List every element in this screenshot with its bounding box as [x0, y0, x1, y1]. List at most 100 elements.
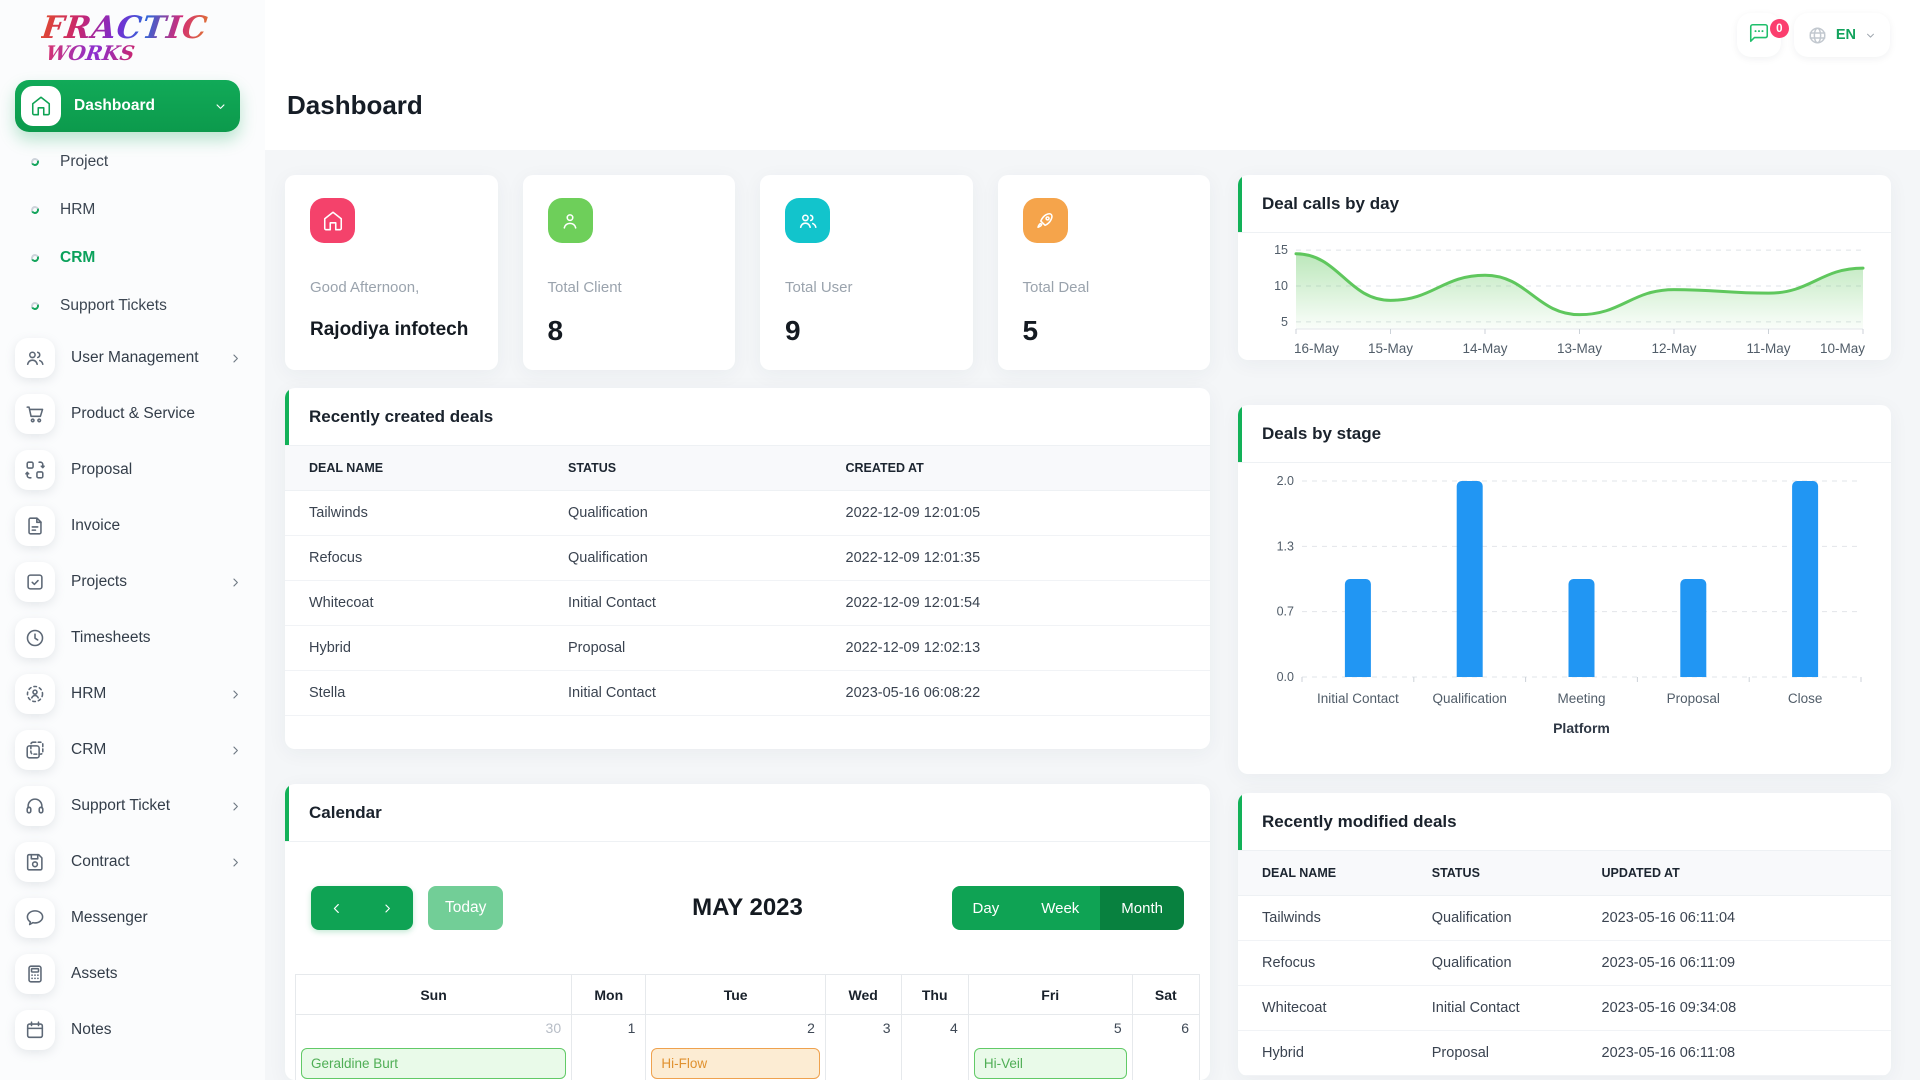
table-cell: Proposal — [1407, 1030, 1578, 1076]
table-row: Whitecoat Initial Contact 2022-12-09 12:01… — [285, 580, 1210, 626]
table-cell: Hybrid — [1238, 1030, 1408, 1076]
sidebar-item-label: Support Tickets — [60, 297, 167, 315]
chevron-right-icon — [228, 743, 243, 758]
calendar-prev-button[interactable] — [311, 886, 362, 930]
sidebar-item-proposal[interactable]: Proposal — [0, 442, 265, 498]
calendar-next-button[interactable] — [362, 886, 413, 930]
calendar-today-button[interactable]: Today — [428, 886, 504, 930]
weekday-header: Mon — [571, 974, 647, 1015]
column-header: DEAL NAME — [285, 446, 544, 491]
sidebar-item-dashboard[interactable]: Dashboard — [15, 80, 240, 133]
calendar-day-cell[interactable]: 3 — [824, 1014, 902, 1080]
calendar-event[interactable]: Geraldine Burt — [301, 1048, 567, 1079]
sidebar-item-user-management[interactable]: User Management — [0, 330, 265, 386]
table-row: Tailwinds Qualification 2023-05-16 06:11:0… — [1238, 895, 1891, 941]
calendar-day-cell[interactable]: 1 — [571, 1014, 647, 1080]
language-code: EN — [1835, 27, 1856, 43]
calendar-view-day-button[interactable]: Day — [951, 886, 1021, 930]
section-header: Calendar — [285, 784, 1210, 842]
sidebar-item-product-service[interactable]: Product & Service — [0, 386, 265, 442]
calendar-event[interactable]: Hi-Flow — [651, 1048, 820, 1079]
table-cell: Whitecoat — [285, 580, 544, 626]
weekday-header: Thu — [900, 974, 969, 1015]
chevron-right-icon — [228, 855, 243, 870]
day-number: 4 — [950, 1020, 958, 1036]
day-number: 5 — [1113, 1020, 1122, 1036]
table-row: Hybrid Proposal 2022-12-09 12:02:13 — [285, 625, 1210, 671]
table-cell: Tailwinds — [285, 490, 544, 536]
day-number: 6 — [1181, 1020, 1189, 1036]
sidebar-item-label: CRM — [60, 249, 96, 267]
stat-value: 5 — [1022, 315, 1039, 346]
sidebar-item-notes[interactable]: Notes — [0, 1002, 265, 1058]
main-area: Dashboard 0 EN Good Afternoon, Rajodiya i… — [265, 0, 1920, 1080]
chevron-down-icon — [213, 99, 228, 114]
table-cell: Qualification — [1407, 895, 1578, 941]
sidebar-item-hrm[interactable]: HRM — [0, 666, 265, 722]
sidebar-subitem-hrm[interactable]: HRM — [0, 186, 265, 234]
recently-created-deals-card: Recently created deals DEAL NAME STATUS CR… — [285, 388, 1210, 749]
section-title: Calendar — [309, 802, 382, 822]
weekday-header: Fri — [967, 974, 1133, 1015]
calendar-day-cell[interactable]: 30 Geraldine Burt — [295, 1014, 573, 1080]
sidebar-item-invoice[interactable]: Invoice — [0, 498, 265, 554]
table-cell: Initial Contact — [1407, 985, 1578, 1031]
chat-button[interactable]: 0 — [1736, 13, 1789, 57]
section-accent — [285, 784, 289, 841]
sidebar-item-label: Project — [60, 153, 109, 171]
table-cell: Refocus — [285, 535, 544, 581]
content: Good Afternoon, Rajodiya infotech Total Cl… — [265, 150, 1920, 1080]
calendar-view-month-button[interactable]: Month — [1100, 886, 1184, 930]
sidebar-item-projects[interactable]: Projects — [0, 554, 265, 610]
sidebar-subitem-project[interactable]: Project — [0, 138, 265, 186]
cards-icon — [15, 730, 55, 771]
table-row: Hybrid Proposal 2023-05-16 06:11:08 — [1238, 1030, 1891, 1076]
svg-text:Initial Contact: Initial Contact — [1317, 691, 1399, 706]
svg-text:13-May: 13-May — [1557, 341, 1602, 356]
calendar-day-cell[interactable]: 6 — [1131, 1014, 1200, 1080]
sidebar-item-messenger[interactable]: Messenger — [0, 890, 265, 946]
calendar-day-cell[interactable]: 5 Hi-Veil — [967, 1014, 1133, 1080]
table-cell: Qualification — [1407, 940, 1578, 986]
section-accent — [1238, 405, 1242, 462]
language-selector[interactable]: EN — [1793, 13, 1890, 57]
sidebar-item-label: Invoice — [71, 517, 121, 535]
sidebar-subitem-crm[interactable]: CRM — [0, 234, 265, 282]
stat-card-total-user: Total User 9 — [760, 175, 973, 370]
page-title: Dashboard — [287, 90, 423, 120]
notebook-icon — [15, 1010, 55, 1051]
sidebar-item-crm[interactable]: CRM — [0, 722, 265, 778]
section-title: Deals by stage — [1262, 423, 1382, 443]
table-cell: 2023-05-16 06:11:04 — [1577, 895, 1891, 941]
sidebar-item-label: HRM — [60, 201, 96, 219]
sidebar-item-label: Assets — [71, 965, 118, 983]
sidebar-submenu: Project HRM CRM Support Tickets — [0, 138, 265, 330]
sidebar-item-support-ticket[interactable]: Support Ticket — [0, 778, 265, 834]
calendar-card: Calendar Today MAY 2023 Day Week Month — [285, 784, 1210, 1080]
chat-bubble-icon — [15, 898, 55, 939]
sidebar-item-label: User Management — [71, 349, 199, 367]
table-row: Refocus Qualification 2022-12-09 12:01:35 — [285, 535, 1210, 581]
sidebar-item-contract[interactable]: Contract — [0, 834, 265, 890]
weekday-header: Tue — [645, 974, 826, 1015]
topbar: Dashboard 0 EN — [265, 0, 1920, 150]
section-accent — [285, 388, 289, 445]
svg-text:15-May: 15-May — [1368, 341, 1413, 356]
sidebar-item-label: Projects — [71, 573, 127, 591]
table-cell: Stella — [285, 670, 544, 716]
sidebar-subitem-support-tickets[interactable]: Support Tickets — [0, 282, 265, 330]
home-icon — [21, 86, 61, 127]
sidebar-item-timesheets[interactable]: Timesheets — [0, 610, 265, 666]
table-cell: Tailwinds — [1238, 895, 1408, 941]
sidebar: FRACTIC WORKS Dashboard Project HRM CRM Sup… — [0, 0, 265, 1080]
svg-text:16-May: 16-May — [1294, 341, 1339, 356]
calendar-view-week-button[interactable]: Week — [1020, 886, 1101, 930]
calendar-day-cell[interactable]: 4 — [900, 1014, 969, 1080]
deal-calls-card: Deal calls by day 5 10 15 16-May 15-May 14-Ma… — [1238, 175, 1891, 360]
rocket-icon — [1022, 198, 1068, 243]
calendar-day-cell[interactable]: 2 Hi-Flow — [645, 1014, 826, 1080]
calendar-event[interactable]: Hi-Veil — [973, 1048, 1127, 1079]
sidebar-item-assets[interactable]: Assets — [0, 946, 265, 1002]
stat-card-total-client: Total Client 8 — [522, 175, 735, 370]
svg-text:10: 10 — [1274, 279, 1288, 293]
